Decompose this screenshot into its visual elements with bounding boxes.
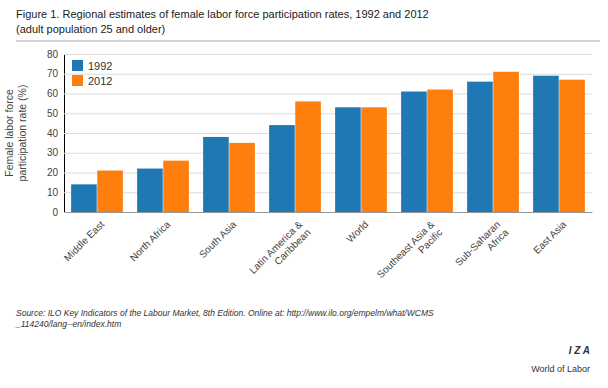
bar	[467, 82, 493, 212]
bar-series	[71, 76, 559, 212]
bar	[229, 143, 255, 212]
y-tick-label: 40	[47, 128, 59, 139]
source-note: Source: ILO Key Indicators of the Labour…	[15, 308, 434, 329]
y-tick-label: 30	[47, 147, 59, 158]
plot: 0 10 20 30 40 50 60 70 80 Middle East North Africa…	[47, 49, 593, 289]
subtitle: (adult population 25 and older)	[16, 23, 165, 35]
grid-line	[64, 212, 592, 213]
title: Figure 1. Regional estimates of female l…	[16, 8, 429, 20]
text-line: _114240/lang--en/index.htm	[15, 319, 121, 329]
bars	[71, 72, 585, 212]
text-line: Caribbean	[272, 227, 312, 267]
bar	[361, 107, 387, 212]
y-tick-label: 20	[47, 167, 59, 178]
y-axis: 0 10 20 30 40 50 60 70 80	[47, 49, 592, 218]
x-tick-label: World	[344, 219, 370, 245]
bar	[493, 72, 519, 212]
bar	[427, 90, 453, 212]
text-line: Female labor force	[3, 89, 15, 177]
text-line: participation rate (%)	[16, 85, 28, 182]
x-tick: North Africa	[128, 218, 173, 263]
x-tick: Latin America &Caribbean	[247, 218, 313, 284]
bar	[295, 101, 321, 212]
bar	[203, 137, 229, 212]
text-line: North Africa	[128, 218, 173, 263]
bar-series	[97, 72, 585, 212]
bar	[269, 125, 295, 212]
bar	[401, 92, 427, 212]
bar	[163, 161, 189, 212]
bar	[137, 169, 163, 212]
text-line: Source: ILO Key Indicators of the Labour…	[16, 308, 434, 318]
x-tick-label: South Asia	[197, 218, 239, 260]
x-tick: South Asia	[197, 218, 239, 260]
bar	[71, 184, 97, 212]
x-tick-label: Middle East	[62, 218, 107, 263]
y-tick-label: 60	[47, 88, 59, 99]
y-tick-label: 0	[52, 207, 58, 218]
bar	[335, 107, 361, 212]
legend-swatch	[72, 75, 83, 86]
x-axis: Middle East North Africa South AsiaLatin A…	[62, 213, 593, 289]
y-tick-label: 10	[47, 187, 59, 198]
legend: 1992 2012	[72, 60, 112, 87]
legend-item: 2012	[72, 75, 112, 87]
legend-label: 2012	[88, 75, 112, 87]
grid-line	[64, 54, 592, 55]
x-tick: Middle East	[62, 218, 107, 263]
x-tick: World	[344, 219, 370, 245]
chart: Figure 1. Regional estimates of female l…	[0, 0, 608, 388]
x-tick-label: East Asia	[531, 218, 569, 256]
legend-label: 1992	[88, 60, 112, 72]
bar	[97, 171, 123, 212]
x-tick-label: Southeast Asia &Pacific	[375, 218, 445, 288]
y-tick-label: 70	[47, 68, 59, 79]
x-tick-label: Sub-SaharanAfrica	[453, 218, 511, 276]
bar	[559, 80, 585, 212]
brand-name: I Z A	[569, 345, 590, 356]
text-line: Africa	[485, 226, 511, 252]
y-tick-label: 80	[47, 49, 59, 60]
text-line: Middle East	[62, 218, 107, 263]
bar	[533, 76, 559, 212]
x-tick-label: North Africa	[128, 218, 173, 263]
x-tick: Sub-SaharanAfrica	[453, 218, 511, 276]
text-line: World	[344, 219, 370, 245]
text-line: Pacific	[416, 227, 445, 256]
text-line: East Asia	[531, 218, 569, 256]
title-rule	[16, 41, 600, 42]
brand-line: World of Labor	[531, 364, 590, 374]
y-tick-label: 50	[47, 108, 59, 119]
text-line: South Asia	[197, 218, 239, 260]
y-axis-label: Female labor forceparticipation rate (%)	[3, 85, 28, 182]
x-tick-label: Latin America &Caribbean	[247, 218, 313, 284]
y-tick: 80	[47, 49, 592, 60]
legend-swatch	[72, 60, 83, 71]
x-axis-line	[65, 212, 593, 213]
legend-item: 1992	[72, 60, 112, 72]
x-tick: East Asia	[531, 218, 569, 256]
x-tick: Southeast Asia &Pacific	[375, 218, 445, 288]
